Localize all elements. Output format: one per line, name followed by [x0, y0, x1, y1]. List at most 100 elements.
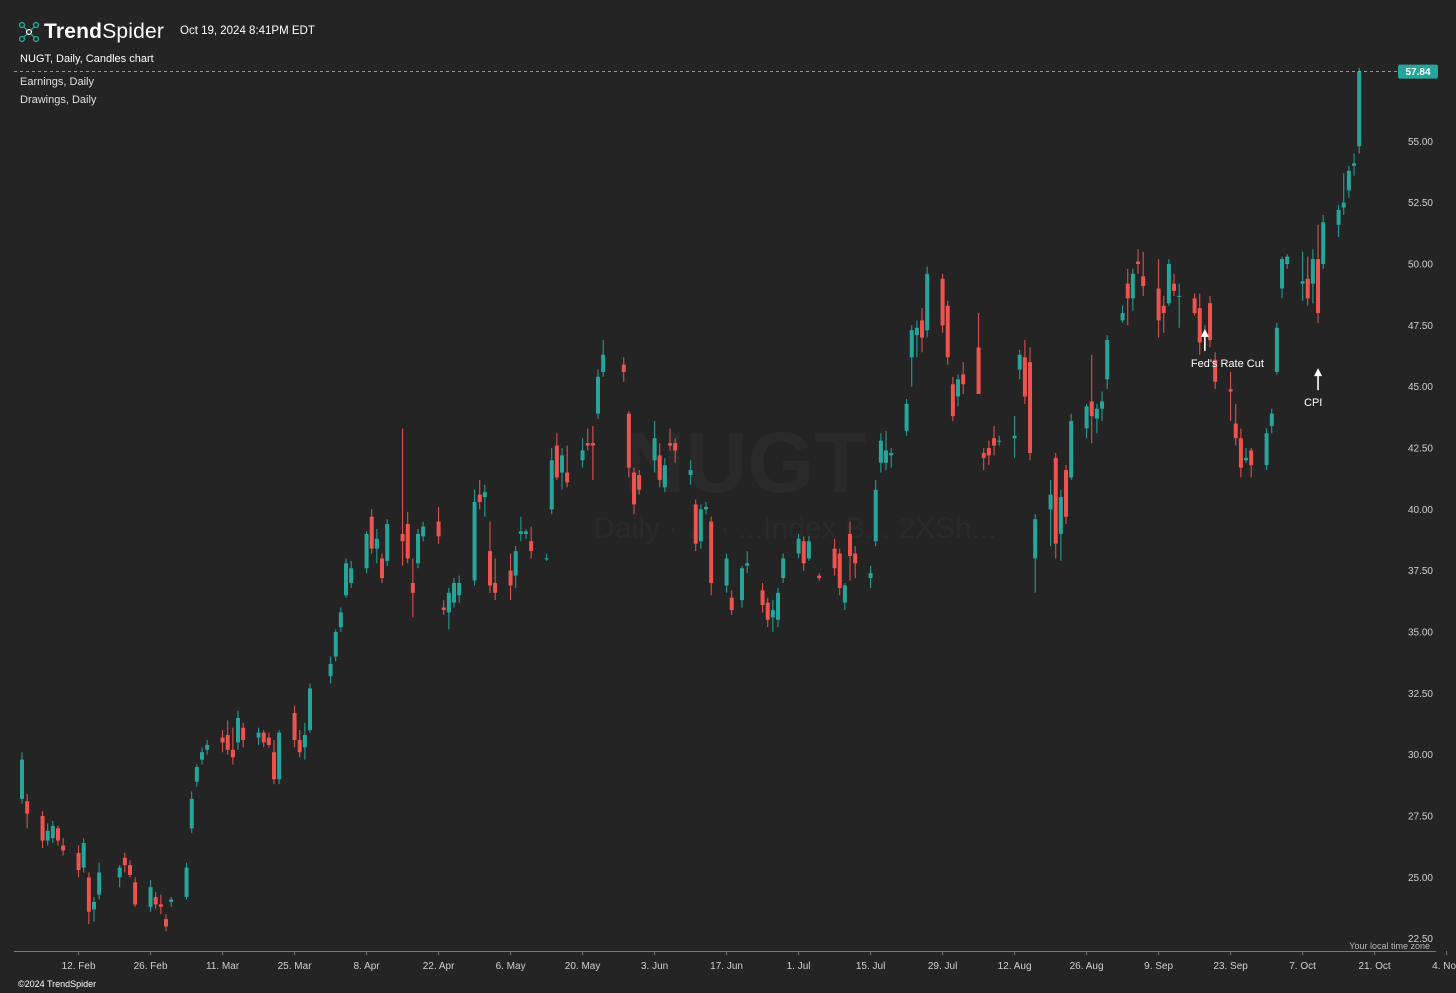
candle-body: [765, 602, 770, 620]
candle-body: [745, 563, 750, 566]
overlay-drawings[interactable]: Drawings, Daily: [20, 94, 97, 106]
candle-body: [626, 413, 631, 468]
candle: [200, 747, 205, 765]
candle-body: [1305, 278, 1310, 299]
candle: [1280, 256, 1285, 299]
price-axis[interactable]: 22.50 25.00 27.50 30.00 32.50 35.00 37.50 40.00…: [1408, 137, 1433, 945]
trendspider-logo-icon: [18, 21, 40, 43]
candle-body: [920, 320, 925, 338]
candle-body: [333, 632, 338, 657]
annotation[interactable]: Fed's Rate Cut: [1191, 328, 1264, 370]
candle: [1249, 448, 1254, 478]
candle: [1125, 268, 1130, 326]
candle-body: [380, 558, 385, 579]
candle: [1048, 479, 1053, 547]
candle-body: [236, 717, 241, 743]
last-price-line: 57.84: [14, 64, 1438, 79]
candle-body: [961, 374, 966, 385]
candle: [1172, 273, 1177, 296]
candle-body: [61, 845, 66, 851]
candle-body: [50, 825, 55, 839]
candle: [596, 369, 601, 419]
candle-body: [1166, 264, 1171, 304]
candle: [920, 308, 925, 353]
candle: [158, 894, 163, 915]
candle-body: [601, 354, 606, 372]
candle: [868, 565, 873, 588]
candle-body: [1048, 494, 1053, 510]
candle-body: [704, 506, 709, 510]
annotation[interactable]: CPI: [1304, 368, 1322, 409]
candle-body: [560, 455, 565, 473]
candle-body: [1310, 259, 1315, 284]
time-axis[interactable]: 12. Feb 26. Feb 11. Mar 25. Mar 8. Apr 22. Ap…: [62, 951, 1456, 972]
candle-body: [20, 759, 24, 799]
timezone-label[interactable]: Your local time zone: [1349, 941, 1430, 951]
candle-body: [878, 440, 883, 463]
x-tick-label: 3. Jun: [641, 961, 668, 972]
candle: [740, 565, 745, 608]
candle-body: [1172, 283, 1177, 291]
candle-body: [1316, 259, 1321, 314]
candle: [544, 553, 549, 561]
candle: [889, 448, 894, 468]
candle-body: [657, 455, 662, 480]
candle-body: [621, 364, 626, 372]
candle: [560, 448, 565, 490]
candle: [256, 727, 261, 745]
candle-body: [776, 592, 781, 620]
candle-body: [272, 752, 277, 780]
candle: [1316, 224, 1321, 323]
candle: [1089, 354, 1094, 444]
candle-body: [1177, 295, 1182, 297]
candle: [1166, 259, 1171, 306]
candle: [1028, 347, 1033, 461]
candle-body: [200, 752, 205, 760]
candle: [976, 313, 981, 395]
candle-body: [565, 472, 570, 483]
candle: [302, 722, 307, 760]
candle: [441, 600, 446, 615]
candle-body: [632, 472, 637, 505]
candle: [776, 587, 781, 628]
chart-title[interactable]: NUGT, Daily, Candles chart: [20, 53, 154, 65]
candle-body: [45, 830, 50, 841]
candle-body: [1269, 413, 1274, 426]
candle-body: [436, 521, 441, 537]
candle-body: [925, 273, 930, 331]
candle-body: [493, 582, 498, 593]
candle-body: [405, 524, 410, 559]
x-tick-label: 21. Oct: [1358, 961, 1390, 972]
candle-body: [374, 538, 379, 549]
candle: [40, 811, 45, 848]
x-tick-label: 22. Apr: [423, 961, 455, 972]
candle: [997, 435, 1002, 446]
candle: [205, 739, 210, 755]
candle-body: [297, 739, 302, 753]
arrow-up-icon: [1314, 368, 1323, 377]
candle: [529, 526, 534, 559]
candle-body: [1022, 357, 1027, 397]
candle-body: [148, 887, 153, 907]
candle: [380, 553, 385, 583]
y-tick-label: 32.50: [1408, 689, 1433, 700]
candle-body: [832, 548, 837, 569]
candle-body: [950, 384, 955, 417]
candle-body: [1300, 281, 1305, 284]
overlay-earnings[interactable]: Earnings, Daily: [20, 76, 94, 88]
candle-body: [1238, 438, 1243, 468]
candle: [729, 590, 734, 615]
candle: [513, 546, 518, 588]
candle-body: [1084, 406, 1089, 429]
x-tick-label: 20. May: [565, 961, 601, 972]
chart-watermark: NUGT Daily · ... · ...Index B... 2XSh...: [593, 415, 996, 545]
candle: [909, 325, 914, 387]
candle: [801, 536, 806, 571]
candle: [333, 629, 338, 662]
candle-body: [637, 475, 642, 490]
candle: [1264, 428, 1269, 471]
candle-body: [1012, 435, 1017, 439]
candle-body: [410, 582, 415, 593]
candle-body: [1280, 259, 1285, 289]
